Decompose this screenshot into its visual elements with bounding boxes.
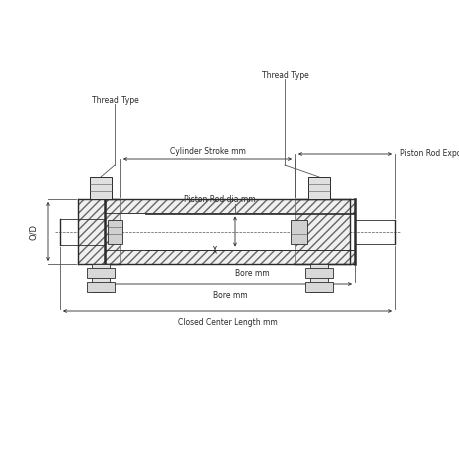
Text: Thread Type: Thread Type xyxy=(91,96,138,105)
Bar xyxy=(304,269,332,279)
Bar xyxy=(105,251,354,264)
Bar xyxy=(78,200,120,264)
Bar xyxy=(87,269,115,279)
Bar xyxy=(294,200,349,264)
Bar xyxy=(304,282,332,292)
Text: Closed Center Length mm: Closed Center Length mm xyxy=(177,317,277,326)
Bar xyxy=(308,178,329,200)
Bar xyxy=(309,264,327,292)
Text: Bore mm: Bore mm xyxy=(212,291,247,299)
Bar xyxy=(90,178,112,200)
Text: Thread Type: Thread Type xyxy=(261,71,308,80)
Bar xyxy=(108,220,122,244)
Bar xyxy=(92,264,110,292)
Text: Piston Rod dia mm: Piston Rod dia mm xyxy=(184,195,255,204)
Text: Cylinder Stroke mm: Cylinder Stroke mm xyxy=(169,147,245,156)
Text: Bore mm: Bore mm xyxy=(235,268,269,277)
Bar xyxy=(105,200,354,213)
Bar xyxy=(291,220,306,244)
Text: Piston Rod Exposed Length mm: Piston Rod Exposed Length mm xyxy=(399,148,459,157)
Text: O/D: O/D xyxy=(29,224,39,240)
Bar xyxy=(87,282,115,292)
